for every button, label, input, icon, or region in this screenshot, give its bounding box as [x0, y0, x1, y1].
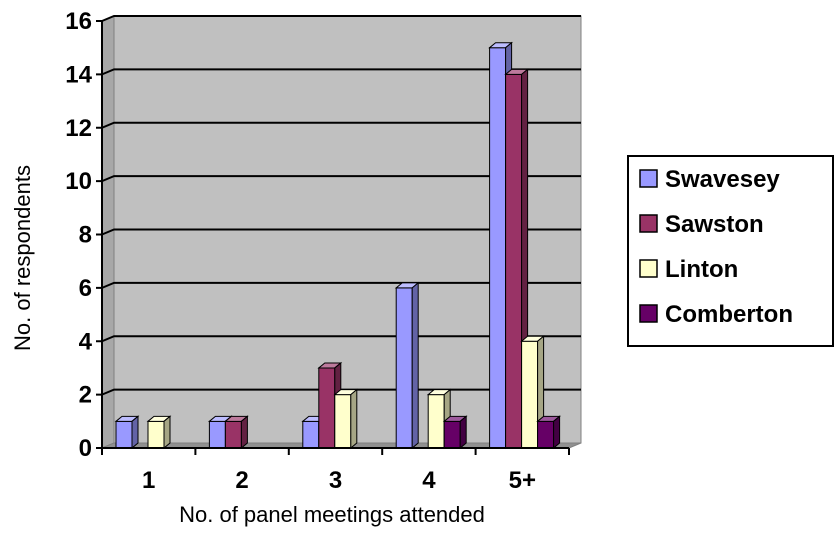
x-tick-label: 1	[142, 467, 155, 494]
bar	[394, 281, 420, 450]
bar-side	[131, 415, 139, 450]
bar-side	[240, 415, 248, 450]
bar-front	[395, 287, 413, 449]
x-tick-label: 5+	[509, 467, 536, 494]
bar-front	[443, 420, 461, 449]
legend-box	[627, 155, 834, 347]
bar-front	[318, 367, 336, 449]
bar-front	[427, 394, 445, 449]
bar	[442, 415, 468, 450]
bar-side	[411, 281, 419, 450]
gridline	[101, 15, 581, 22]
y-tick-label: 14	[65, 61, 92, 88]
y-tick-label: 12	[65, 115, 92, 142]
gridline	[101, 281, 581, 289]
bar-front	[537, 420, 555, 449]
legend-swatch	[639, 259, 658, 278]
y-axis-title: No. of respondents	[10, 165, 35, 351]
bar	[114, 415, 140, 450]
bar	[536, 415, 561, 450]
legend-label: Swavesey	[665, 166, 780, 193]
bar	[224, 415, 249, 450]
bar-side	[553, 415, 561, 450]
bar-front	[224, 420, 242, 449]
gridline	[101, 388, 581, 396]
bar-front	[302, 420, 320, 449]
bar-front	[489, 47, 507, 449]
gridline	[101, 228, 581, 236]
legend-swatch	[639, 169, 658, 188]
legend-label: Sawston	[665, 211, 764, 238]
x-tick-label: 4	[422, 467, 436, 494]
bar-front	[505, 73, 523, 449]
gridline	[101, 175, 581, 183]
bar-front	[521, 340, 539, 449]
legend: Swavesey Sawston Linton Comberton	[627, 155, 834, 347]
x-tick-label: 2	[235, 467, 248, 494]
bar-side	[350, 388, 358, 450]
bar-front	[334, 394, 352, 449]
gridline	[101, 68, 581, 76]
bar-front	[147, 420, 165, 449]
bars	[114, 41, 561, 450]
bar	[146, 415, 172, 450]
y-tick-label: 8	[79, 222, 92, 249]
y-tick-label: 4	[79, 328, 93, 355]
y-tick-label: 16	[65, 8, 92, 35]
legend-label: Comberton	[665, 301, 793, 328]
y-tick-label: 0	[79, 435, 92, 462]
bar	[333, 388, 359, 450]
bar-front	[208, 420, 226, 449]
gridline	[101, 335, 581, 343]
gridline	[101, 121, 581, 129]
y-tick-label: 6	[79, 275, 92, 302]
bar-side	[163, 415, 171, 450]
legend-swatch	[639, 304, 658, 323]
x-axis-title: No. of panel meetings attended	[179, 502, 485, 527]
x-tick-label: 3	[329, 467, 342, 494]
bar-side	[459, 415, 467, 450]
y-tick-label: 2	[79, 382, 92, 409]
legend-swatch	[639, 214, 658, 233]
bar-front	[115, 420, 133, 449]
legend-label: Linton	[665, 256, 738, 283]
y-tick-label: 10	[65, 168, 92, 195]
